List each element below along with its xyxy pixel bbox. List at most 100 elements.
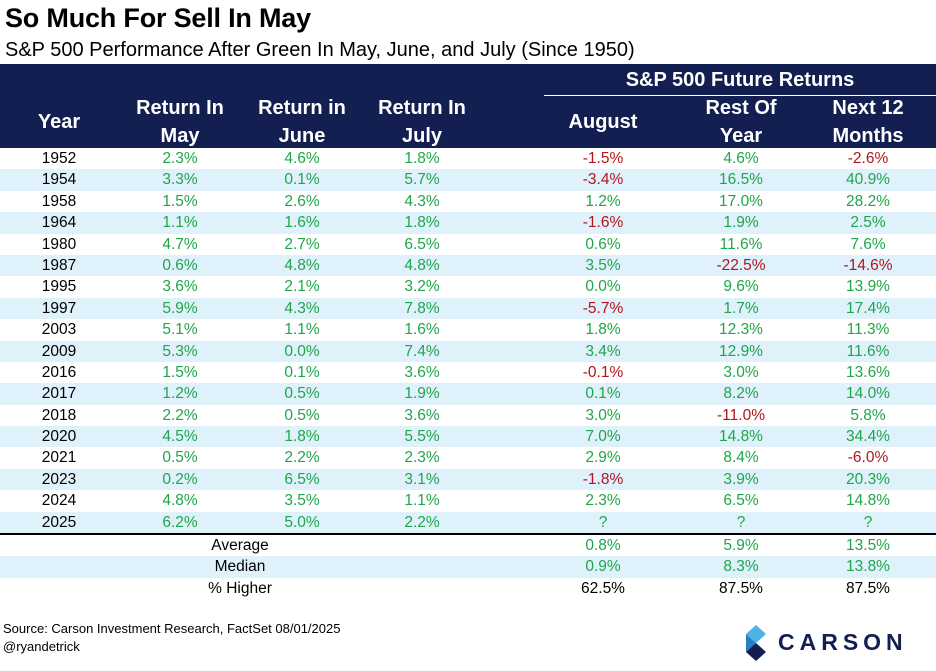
cell-year: 2024 [41,492,77,510]
cell-july: 7.4% [404,342,440,360]
cell-next12: 34.4% [846,428,890,446]
cell-next12: -2.6% [847,150,889,167]
cell-june: 0.1% [284,171,320,189]
header-august: August [568,111,638,133]
cell-july: 2.3% [404,449,440,467]
header-june-line2: June [278,125,326,147]
summary-cell-rest: 8.3% [723,558,759,576]
table-row: 1997 5.9% 4.3% 7.8% -5.7% 1.7% 17.4% [0,297,936,320]
cell-rest: 8.4% [723,449,759,467]
summary-cell-rest: 87.5% [719,579,763,597]
cell-may: 4.7% [162,235,198,253]
table-row: 2016 1.5% 0.1% 3.6% -0.1% 3.0% 13.6% [0,362,936,383]
cell-rest: 12.9% [719,342,763,360]
cell-aug: 1.8% [585,321,621,339]
cell-may: 4.5% [162,428,198,446]
summary-label: Average [211,537,269,554]
cell-rest: 8.2% [723,385,759,403]
cell-june: 2.2% [284,449,320,467]
cell-year: 2020 [41,428,77,446]
summary-cell-aug: 0.8% [585,537,621,554]
cell-may: 1.1% [162,214,198,232]
cell-year: 1997 [41,299,77,317]
cell-rest: 6.5% [723,492,759,510]
cell-july: 1.1% [404,492,440,510]
header-june-line1: Return in [258,97,346,119]
header-year: Year [37,111,81,133]
summary-table: Average 0.8% 5.9% 13.5% Median 0.9% 8.3% 13.8%%… [0,535,936,599]
cell-may: 3.6% [162,278,198,296]
cell-rest: -22.5% [716,256,766,274]
cell-may: 2.2% [162,406,198,424]
header-july-line2: July [401,125,443,147]
header-group: S&P 500 Future Returns [625,69,855,91]
cell-year: 1995 [41,278,77,296]
table-row: 2017 1.2% 0.5% 1.9% 0.1% 8.2% 14.0% [0,383,936,405]
cell-aug: 7.0% [585,428,621,446]
summary-cell-next12: 13.5% [846,537,890,554]
cell-june: 0.0% [284,342,320,360]
cell-next12: 20.3% [846,470,890,488]
table-row: 1952 2.3% 4.6% 1.8% -1.5% 4.6% -2.6% [0,148,936,169]
cell-june: 0.5% [284,406,320,424]
page-subtitle: S&P 500 Performance After Green In May, … [5,39,635,61]
cell-may: 1.2% [162,385,198,403]
cell-may: 1.5% [162,192,198,210]
cell-aug: 2.9% [585,449,621,467]
table-row: 2024 4.8% 3.5% 1.1% 2.3% 6.5% 14.8% [0,490,936,511]
header-june: Return in June [242,94,362,150]
cell-next12: ? [863,513,873,531]
cell-may: 4.8% [162,492,198,510]
cell-may: 5.1% [162,321,198,339]
cell-june: 4.6% [284,150,320,167]
cell-july: 3.1% [404,470,440,488]
cell-aug: 0.6% [585,235,621,253]
data-table: 1952 2.3% 4.6% 1.8% -1.5% 4.6% -2.6% 1954 3.3% 0.… [0,148,936,534]
cell-july: 4.8% [404,256,440,274]
cell-next12: 2.5% [850,214,886,232]
summary-row: Median 0.9% 8.3% 13.8% [0,556,936,578]
cell-may: 6.2% [162,513,198,531]
summary-label: % Higher [208,579,272,597]
cell-next12: 40.9% [846,171,890,189]
table-row: 2021 0.5% 2.2% 2.3% 2.9% 8.4% -6.0% [0,447,936,468]
cell-next12: 13.9% [846,278,890,296]
cell-july: 5.7% [404,171,440,189]
cell-june: 4.8% [284,256,320,274]
cell-rest: 1.9% [723,214,759,232]
summary-cell-next12: 87.5% [846,579,890,597]
table-header: Year Return In May Return in June Return… [0,64,936,148]
cell-aug: ? [598,513,608,531]
cell-rest: 1.7% [723,299,759,317]
cell-year: 2023 [41,470,77,488]
cell-june: 5.0% [284,513,320,531]
cell-next12: 14.0% [846,385,890,403]
cell-may: 0.5% [162,449,198,467]
header-group-divider [544,95,936,96]
cell-aug: -1.6% [582,214,624,232]
cell-aug: -0.1% [582,363,624,381]
cell-year: 1964 [41,214,77,232]
table-row: 2020 4.5% 1.8% 5.5% 7.0% 14.8% 34.4% [0,426,936,448]
cell-aug: 3.5% [585,256,621,274]
cell-aug: 0.1% [585,385,621,403]
table-row: 2023 0.2% 6.5% 3.1% -1.8% 3.9% 20.3% [0,468,936,491]
cell-june: 2.7% [284,235,320,253]
cell-aug: 3.4% [585,342,621,360]
cell-aug: -1.8% [582,470,624,488]
table-row: 2018 2.2% 0.5% 3.6% 3.0% -11.0% 5.8% [0,405,936,426]
cell-year: 1980 [41,235,77,253]
cell-year: 2017 [41,385,77,403]
cell-next12: 28.2% [846,192,890,210]
cell-rest: 3.0% [723,363,759,381]
cell-rest: 14.8% [719,428,763,446]
header-may: Return In May [118,94,242,150]
cell-june: 1.1% [284,321,320,339]
header-next12-line1: Next 12 [832,97,904,119]
summary-cell-aug: 62.5% [581,579,625,597]
cell-aug: 1.2% [585,192,621,210]
cell-may: 5.3% [162,342,198,360]
cell-aug: -1.5% [582,150,624,167]
cell-may: 0.2% [162,470,198,488]
cell-year: 2003 [41,321,77,339]
